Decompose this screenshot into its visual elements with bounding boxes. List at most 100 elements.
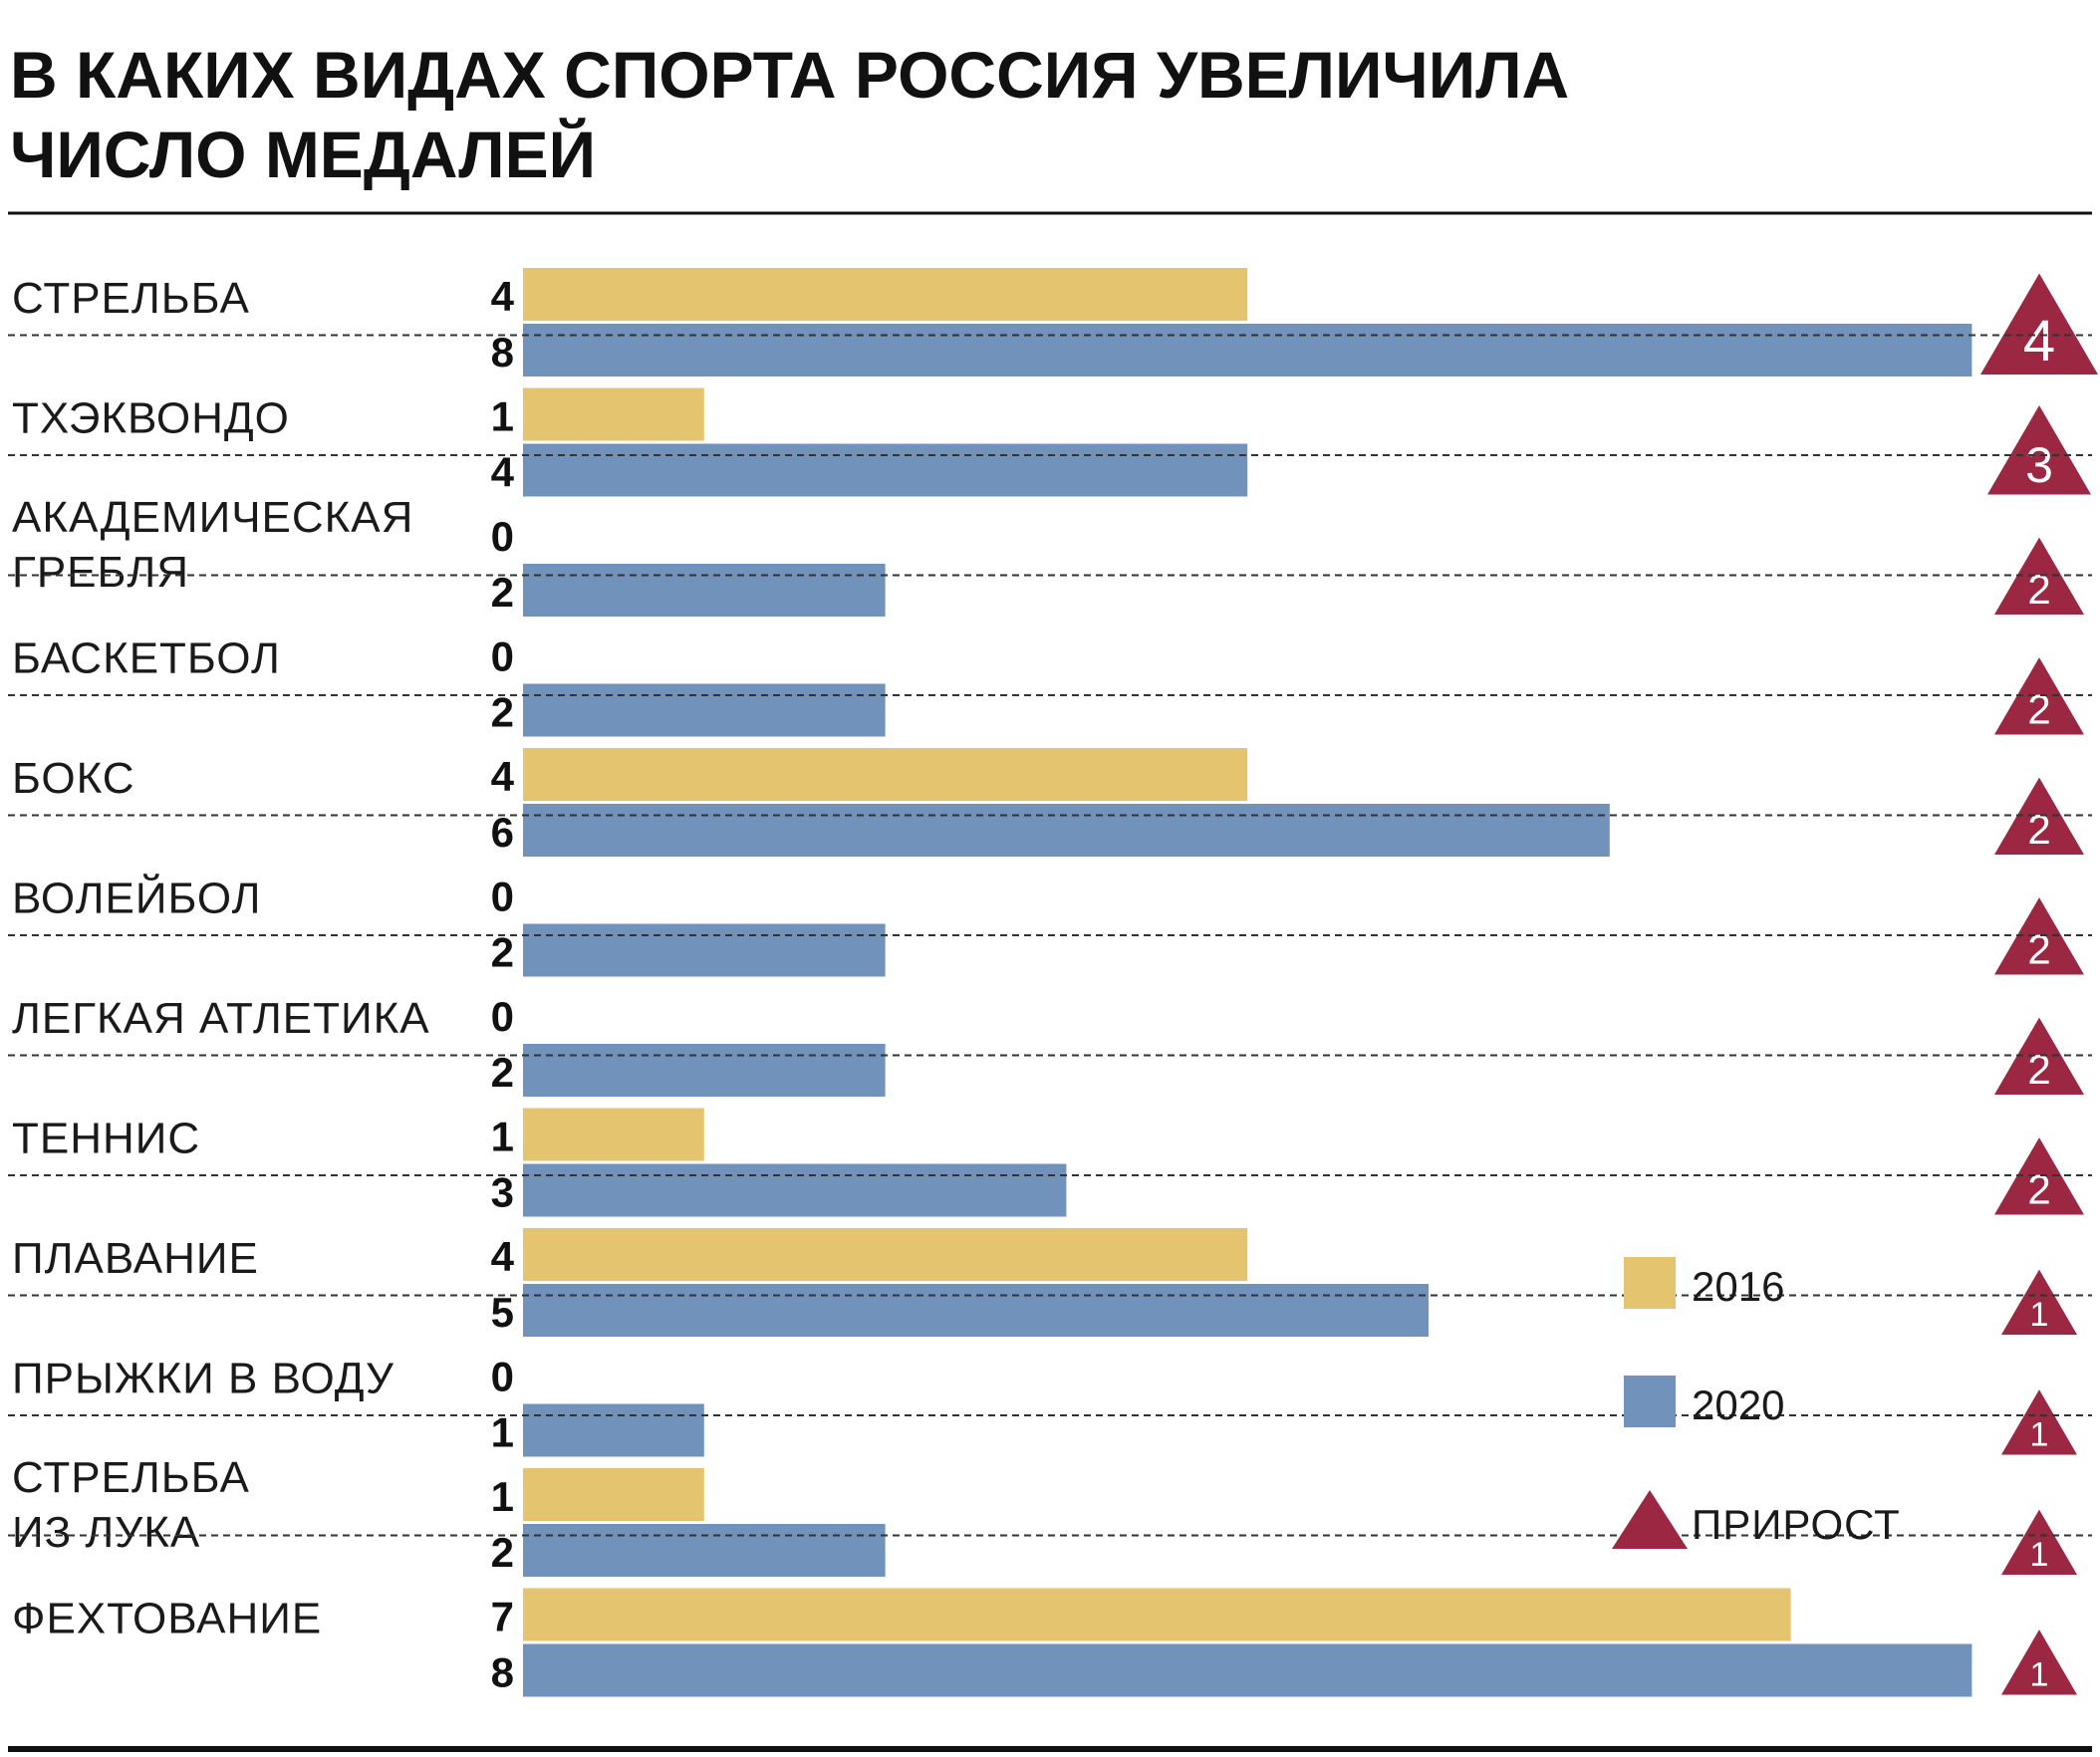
legend-swatch-2016 — [1624, 1257, 1676, 1309]
value-label-2020: 2 — [491, 1049, 514, 1096]
growth-value-label: 1 — [2030, 1655, 2049, 1693]
value-label-2020: 8 — [491, 1649, 514, 1696]
bar-2020 — [523, 1524, 886, 1577]
growth-triangle — [1987, 405, 2091, 495]
growth-value-label: 2 — [2027, 566, 2050, 613]
growth-triangle — [1994, 777, 2084, 855]
value-label-2016: 0 — [491, 1354, 514, 1400]
bar-2020 — [523, 804, 1610, 857]
chart-row: ПЛАВАНИЕ 4 5 1 — [8, 1228, 2092, 1337]
bar-2020 — [523, 564, 886, 617]
category-label-line: ИЗ ЛУКА — [12, 1508, 200, 1557]
growth-value-label: 3 — [2025, 437, 2053, 493]
rows-layer: СТРЕЛЬБА 4 8 4 ТХЭКВОНДО 1 4 3 АКАДЕМИЧЕСКАЯ ГРЕБ… — [8, 268, 2098, 1697]
chart-title-line-2: ЧИСЛО МЕДАЛЕЙ — [10, 117, 596, 191]
chart-row: ПРЫЖКИ В ВОДУ 0 1 1 — [8, 1354, 2092, 1457]
legend-label-growth: ПРИРОСТ — [1692, 1501, 1901, 1548]
value-label-2020: 2 — [491, 929, 514, 976]
chart-row: СТРЕЛЬБА 4 8 4 — [8, 268, 2098, 376]
chart-row: ВОЛЕЙБОЛ 0 2 2 — [8, 873, 2092, 977]
legend-swatch-2020 — [1624, 1376, 1676, 1427]
bar-2016 — [523, 1228, 1248, 1281]
chart-row: БОКС 4 6 2 — [8, 748, 2092, 857]
growth-value-label: 1 — [2030, 1415, 2049, 1453]
bar-2020 — [523, 1163, 1067, 1217]
value-label-2016: 1 — [491, 1473, 514, 1520]
category-label: ВОЛЕЙБОЛ — [12, 873, 261, 923]
value-label-2020: 5 — [491, 1289, 514, 1336]
value-label-2016: 7 — [491, 1594, 514, 1640]
growth-triangle — [1994, 537, 2084, 615]
chart-row: АКАДЕМИЧЕСКАЯ ГРЕБЛЯ 0 2 2 — [8, 493, 2092, 617]
bar-2020 — [523, 324, 1972, 376]
category-label: БАСКЕТБОЛ — [12, 634, 281, 683]
value-label-2016: 0 — [491, 513, 514, 560]
category-label-line: АКАДЕМИЧЕСКАЯ — [12, 493, 413, 542]
value-label-2016: 4 — [491, 753, 515, 800]
growth-value-label: 2 — [2027, 806, 2050, 853]
growth-triangle — [2001, 1630, 2077, 1695]
chart-row: БАСКЕТБОЛ 0 2 2 — [8, 633, 2092, 737]
chart-row: ФЕХТОВАНИЕ 7 8 1 — [12, 1588, 2077, 1697]
growth-value-label: 2 — [2027, 686, 2050, 733]
bar-2016 — [523, 1588, 1791, 1641]
growth-value-label: 1 — [2030, 1296, 2049, 1334]
growth-value-label: 2 — [2027, 926, 2050, 973]
bar-2020 — [523, 683, 886, 737]
growth-triangle — [2001, 1509, 2077, 1575]
bar-2020 — [523, 923, 886, 977]
chart-row: ТХЭКВОНДО 1 4 3 — [8, 387, 2092, 497]
growth-value-label: 2 — [2027, 1046, 2050, 1093]
bar-2020 — [523, 1044, 886, 1097]
growth-triangle — [1994, 657, 2084, 735]
chart-row: ТЕННИС 1 3 2 — [8, 1108, 2092, 1217]
legend-label-2016: 2016 — [1692, 1263, 1784, 1310]
category-label-line: СТРЕЛЬБА — [12, 1453, 250, 1502]
legend: 2016 2020 ПРИРОСТ — [1612, 1257, 1901, 1549]
category-label: ТХЭКВОНДО — [12, 394, 290, 443]
growth-value-label: 1 — [2030, 1536, 2049, 1574]
chart-title-line-1: В КАКИХ ВИДАХ СПОРТА РОССИЯ УВЕЛИЧИЛА — [10, 38, 1569, 112]
bar-2016 — [523, 1468, 704, 1521]
value-label-2016: 0 — [491, 633, 514, 680]
bar-2016 — [523, 268, 1248, 321]
bar-2016 — [523, 387, 704, 441]
category-label: ЛЕГКАЯ АТЛЕТИКА — [12, 994, 430, 1043]
bar-2020 — [523, 443, 1248, 497]
value-label-2020: 6 — [491, 809, 514, 856]
value-label-2020: 3 — [491, 1169, 514, 1216]
chart-row: СТРЕЛЬБА ИЗ ЛУКА 1 2 1 — [8, 1453, 2092, 1577]
value-label-2020: 2 — [491, 1529, 514, 1576]
category-label: ПЛАВАНИЕ — [12, 1234, 259, 1283]
bar-2016 — [523, 1108, 704, 1161]
bar-2016 — [523, 748, 1248, 801]
growth-triangle — [1994, 1017, 2084, 1095]
category-label: ТЕННИС — [12, 1115, 200, 1163]
category-label: СТРЕЛЬБА — [12, 274, 250, 323]
category-label: ПРЫЖКИ В ВОДУ — [12, 1355, 394, 1403]
value-label-2020: 2 — [491, 689, 514, 736]
category-label: БОКС — [12, 754, 135, 803]
legend-label-2020: 2020 — [1692, 1381, 1784, 1428]
value-label-2020: 8 — [491, 329, 514, 376]
growth-triangle — [2001, 1389, 2077, 1455]
bar-2020 — [523, 1403, 704, 1457]
value-label-2016: 0 — [491, 874, 514, 920]
bar-2020 — [523, 1284, 1429, 1337]
value-label-2020: 2 — [491, 569, 514, 616]
growth-triangle — [2001, 1269, 2077, 1335]
category-label: ФЕХТОВАНИЕ — [12, 1595, 322, 1643]
value-label-2020: 1 — [491, 1409, 514, 1456]
value-label-2016: 4 — [491, 273, 515, 320]
growth-value-label: 2 — [2027, 1166, 2050, 1213]
value-label-2016: 1 — [491, 393, 514, 440]
growth-triangle — [1994, 1137, 2084, 1215]
chart-row: ЛЕГКАЯ АТЛЕТИКА 0 2 2 — [8, 993, 2092, 1097]
value-label-2020: 4 — [491, 449, 515, 496]
value-label-2016: 1 — [491, 1114, 514, 1160]
value-label-2016: 0 — [491, 993, 514, 1040]
growth-triangle — [1980, 273, 2098, 375]
growth-value-label: 4 — [2023, 309, 2055, 374]
growth-triangle — [1994, 897, 2084, 975]
